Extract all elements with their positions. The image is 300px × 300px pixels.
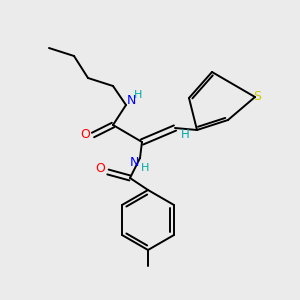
Text: N: N	[129, 155, 139, 169]
Text: H: H	[181, 128, 189, 140]
Text: H: H	[134, 90, 142, 100]
Text: O: O	[80, 128, 90, 142]
Text: H: H	[141, 163, 149, 173]
Text: O: O	[95, 163, 105, 176]
Text: S: S	[253, 91, 261, 103]
Text: N: N	[126, 94, 136, 107]
